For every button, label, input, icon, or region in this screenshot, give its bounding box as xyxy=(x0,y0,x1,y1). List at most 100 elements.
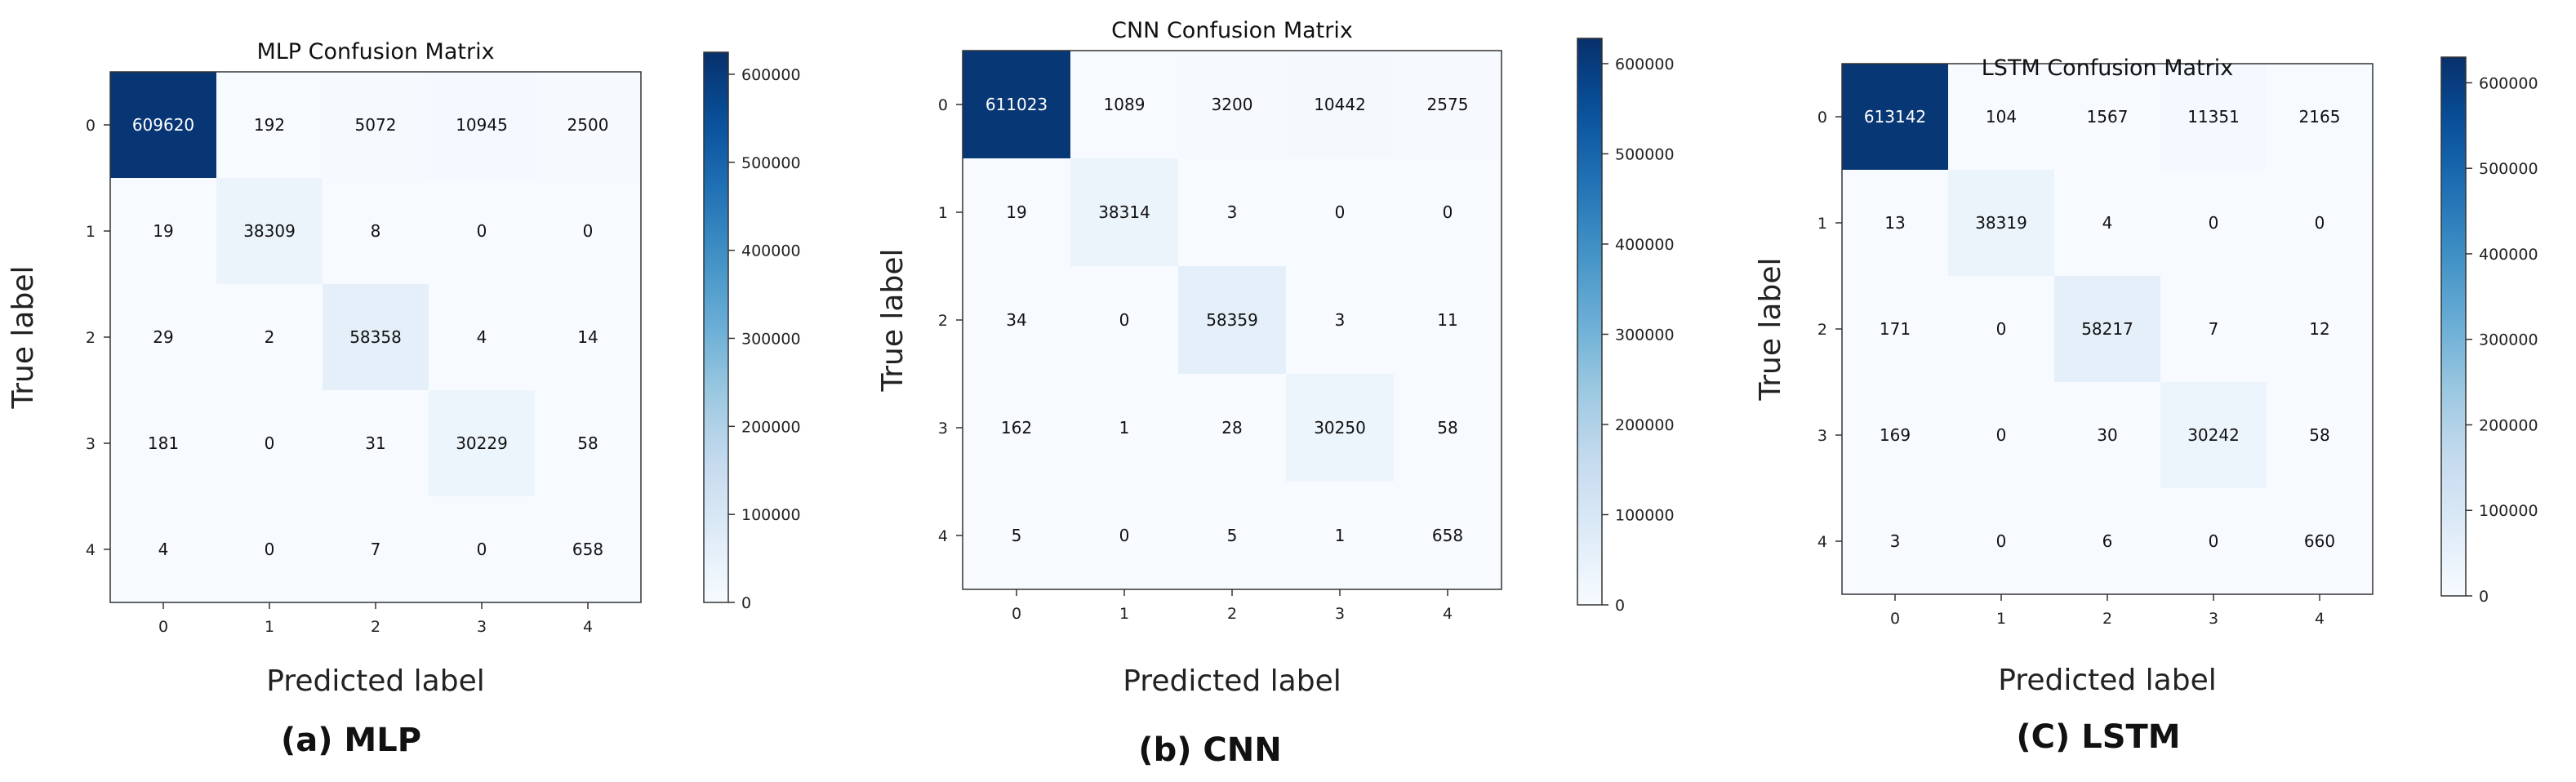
y-axis-label: True label xyxy=(876,249,910,393)
cell-value-r1-c4: 0 xyxy=(583,221,594,241)
cell-r0-c4 xyxy=(1394,51,1502,159)
colorbar-tick-label-0: 0 xyxy=(741,594,751,612)
y-tick-label-2: 2 xyxy=(938,312,948,330)
cell-r0-c2 xyxy=(323,72,429,179)
cell-value-r3-c3: 30250 xyxy=(1314,418,1366,438)
cell-value-r0-c1: 104 xyxy=(1986,107,2017,127)
cell-r0-c0 xyxy=(1842,64,1949,171)
cell-value-r1-c3: 0 xyxy=(1335,202,1346,222)
cell-value-r3-c0: 181 xyxy=(148,433,179,453)
colorbar-tick-label-5: 500000 xyxy=(1615,145,1675,163)
cell-value-r0-c1: 1089 xyxy=(1104,95,1146,114)
cell-r4-c3 xyxy=(1286,482,1395,590)
cell-r2-c3 xyxy=(1286,266,1395,375)
colorbar: 0 100000 200000 300000 400000 500000 600000 xyxy=(703,51,801,612)
cell-r2-c2 xyxy=(323,284,429,391)
cell-value-r2-c1: 0 xyxy=(1996,319,2007,339)
cell-r3-c3 xyxy=(429,390,536,497)
cell-value-r3-c2: 30 xyxy=(2097,425,2117,445)
cell-r0-c4 xyxy=(535,72,642,179)
cell-r1-c2 xyxy=(323,178,429,285)
x-tick-label-2: 2 xyxy=(1227,605,1237,623)
cell-value-r0-c3: 10945 xyxy=(456,115,508,135)
cell-value-r2-c1: 0 xyxy=(1119,310,1130,330)
colorbar-tick-label-3: 300000 xyxy=(1615,326,1675,344)
cell-r0-c0 xyxy=(110,72,217,179)
cell-r1-c0 xyxy=(1842,170,1949,277)
cell-value-r2-c4: 12 xyxy=(2309,319,2329,339)
cell-r0-c2 xyxy=(1178,51,1287,159)
cell-value-r2-c2: 58359 xyxy=(1206,310,1258,330)
cell-value-r4-c4: 658 xyxy=(1432,526,1463,545)
cell-value-r3-c0: 162 xyxy=(1001,418,1032,438)
y-tick-label-3: 3 xyxy=(1817,427,1827,445)
cell-r4-c4 xyxy=(2267,488,2374,595)
colorbar-tick-label-6: 600000 xyxy=(741,66,801,84)
colorbar-gradient xyxy=(703,51,729,603)
y-tick-label-1: 1 xyxy=(86,223,96,241)
colorbar: 0 100000 200000 300000 400000 500000 600000 xyxy=(2440,56,2538,606)
cell-value-r0-c0: 613142 xyxy=(1864,107,1926,127)
cell-r1-c0 xyxy=(963,158,1071,267)
cell-r2-c4 xyxy=(535,284,642,391)
cell-value-r1-c0: 13 xyxy=(1884,213,1905,233)
cell-r1-c2 xyxy=(2054,170,2161,277)
x-tick-label-4: 4 xyxy=(583,618,593,636)
panel-caption: (b) CNN xyxy=(1138,731,1281,769)
cell-value-r3-c1: 1 xyxy=(1119,418,1130,438)
cell-value-r4-c2: 7 xyxy=(371,540,381,559)
cell-r1-c1 xyxy=(1070,158,1179,267)
cell-r2-c1 xyxy=(1948,276,2055,383)
cell-r0-c1 xyxy=(216,72,323,179)
cell-r2-c4 xyxy=(2267,276,2374,383)
cell-r2-c0 xyxy=(110,284,217,391)
cell-r4-c3 xyxy=(2160,488,2267,595)
cell-value-r4-c4: 658 xyxy=(572,540,603,559)
cell-r2-c0 xyxy=(1842,276,1949,383)
panel-caption: (a) MLP xyxy=(281,722,421,759)
cell-r2-c3 xyxy=(2160,276,2267,383)
cell-value-r1-c3: 0 xyxy=(2209,213,2219,233)
cell-r3-c2 xyxy=(323,390,429,497)
y-tick-label-2: 2 xyxy=(1817,321,1827,339)
cell-value-r4-c3: 0 xyxy=(2209,531,2219,551)
cell-r2-c3 xyxy=(429,284,536,391)
colorbar-tick-label-4: 400000 xyxy=(1615,236,1675,254)
x-tick-label-3: 3 xyxy=(477,618,487,636)
cell-value-r4-c0: 4 xyxy=(158,540,169,559)
cell-value-r4-c4: 660 xyxy=(2304,531,2335,551)
cell-r4-c0 xyxy=(963,482,1071,590)
cell-value-r3-c1: 0 xyxy=(265,433,275,453)
cell-r3-c4 xyxy=(1394,374,1502,482)
cell-value-r3-c3: 30229 xyxy=(456,433,508,453)
cell-value-r0-c2: 3200 xyxy=(1212,95,1253,114)
cell-r3-c1 xyxy=(1948,382,2055,489)
y-tick-label-1: 1 xyxy=(938,204,948,222)
colorbar-gradient xyxy=(2440,56,2467,597)
cell-value-r1-c0: 19 xyxy=(153,221,173,241)
cell-value-r3-c3: 30242 xyxy=(2187,425,2240,445)
cell-r1-c4 xyxy=(2267,170,2374,277)
cell-value-r3-c2: 31 xyxy=(365,433,385,453)
y-tick-label-3: 3 xyxy=(86,435,96,453)
y-axis-label: True label xyxy=(1754,258,1787,402)
cell-r3-c0 xyxy=(963,374,1071,482)
colorbar-tick-label-5: 500000 xyxy=(2479,160,2538,178)
cell-r4-c1 xyxy=(1948,488,2055,595)
colorbar-gradient xyxy=(1577,38,1603,606)
x-axis-label: Predicted label xyxy=(1998,664,2217,697)
cell-r0-c3 xyxy=(429,72,536,179)
cell-value-r1-c0: 19 xyxy=(1006,202,1026,222)
y-tick-label-0: 0 xyxy=(938,96,948,114)
cell-r4-c2 xyxy=(2054,488,2161,595)
x-tick-label-2: 2 xyxy=(2102,610,2112,628)
panel-caption: (C) LSTM xyxy=(2016,718,2180,756)
cell-r1-c0 xyxy=(110,178,217,285)
cell-r4-c4 xyxy=(535,496,642,603)
cell-value-r2-c0: 29 xyxy=(153,327,173,347)
cell-value-r3-c0: 169 xyxy=(1880,425,1911,445)
cell-r1-c1 xyxy=(1948,170,2055,277)
cell-value-r0-c4: 2575 xyxy=(1427,95,1469,114)
